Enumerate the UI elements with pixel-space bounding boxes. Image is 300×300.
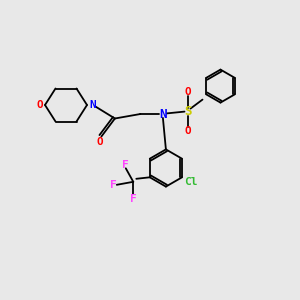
Text: Cl: Cl [184, 177, 197, 187]
Text: O: O [36, 100, 43, 110]
Text: N: N [159, 107, 167, 121]
Text: F: F [122, 160, 129, 170]
Text: F: F [110, 180, 117, 190]
Text: F: F [130, 194, 137, 204]
Text: O: O [184, 126, 191, 136]
Text: O: O [184, 87, 191, 97]
Text: N: N [89, 100, 96, 110]
Text: S: S [184, 105, 191, 118]
Text: O: O [97, 136, 103, 147]
